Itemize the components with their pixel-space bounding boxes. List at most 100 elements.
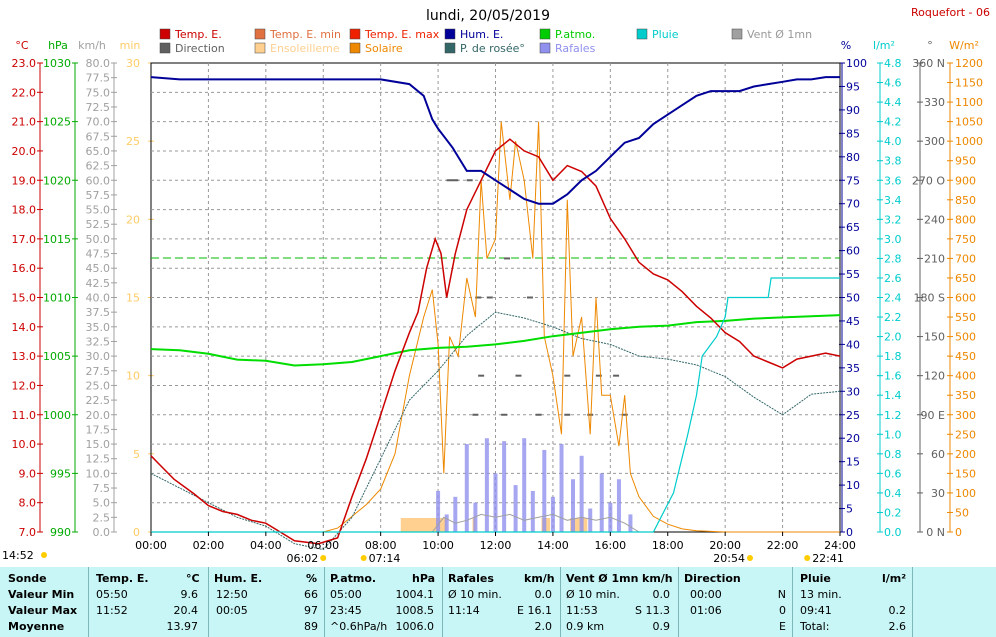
- humidity-tick-label: 45: [846, 315, 860, 328]
- wind-tick-label: 80.0: [86, 57, 111, 70]
- wind-tick-label: 7.5: [93, 482, 111, 495]
- rain-tick-label: 2.2: [884, 311, 902, 324]
- temp-tick-label: 19.0: [12, 174, 37, 187]
- direction-mark: [452, 179, 459, 182]
- summary-cell-temp-value: 13.97: [166, 620, 199, 633]
- rain-tick-label: 2.8: [884, 252, 902, 265]
- pressure-tick-label: 1015: [43, 233, 71, 246]
- summary-cell-rafales-value: 0.0: [534, 588, 553, 601]
- humidity-tick-label: 55: [846, 268, 860, 281]
- direction-mark: [486, 296, 493, 299]
- direction-tick-label: 120: [924, 370, 945, 383]
- gust-bar: [579, 455, 584, 532]
- summary-cell-patmo-value: 1004.1: [395, 588, 435, 601]
- summary-header-dir: Direction: [684, 572, 741, 585]
- solar-tick-label: 750: [955, 233, 976, 246]
- direction-tick-label: 360 N: [912, 57, 945, 70]
- dawn-icon: [360, 555, 367, 561]
- wind-tick-label: 12.5: [86, 453, 111, 466]
- gust-bar: [542, 449, 547, 532]
- solar-tick-label: 450: [955, 350, 976, 363]
- summary-cell-pluie-value: 2.6: [888, 620, 907, 633]
- summary-cell-dir-value: N: [777, 588, 786, 601]
- direction-tick-label: 0 N: [926, 526, 945, 539]
- wind-tick-label: 37.5: [86, 306, 111, 319]
- x-tick-label: 08:00: [365, 539, 397, 552]
- summary-cell-patmo-time: 23:45: [330, 604, 362, 617]
- summary-header-vent: Vent Ø 1mn: [566, 572, 639, 585]
- moon-rise-label: 14:52: [2, 549, 34, 562]
- wind-tick-label: 2.5: [93, 511, 111, 524]
- direction-tick-label: 300: [924, 135, 945, 148]
- legend-swatch: [254, 28, 266, 40]
- summary-cell-patmo-value: 1008.5: [395, 604, 435, 617]
- wind-average-line: [431, 513, 640, 533]
- axes: °C 23.0 22.0 21.0 20.0 19.0 18.0 17.0 16.0 15.0 14…: [12, 39, 984, 539]
- gust-bar: [628, 514, 633, 532]
- rain-tick-label: 3.0: [884, 233, 902, 246]
- sunrise-label: 06:02: [287, 552, 319, 565]
- solar-tick-label: 0: [955, 526, 962, 539]
- direction-mark: [535, 413, 542, 416]
- rain-tick-label: 0.4: [884, 487, 902, 500]
- summary-header-pluie: Pluie: [800, 572, 831, 585]
- solar-tick-label: 250: [955, 428, 976, 441]
- solar-tick-label: 1200: [955, 57, 983, 70]
- summary-header-patmo: P.atmo.: [330, 572, 377, 585]
- pressure-tick-label: 995: [50, 467, 71, 480]
- summary-cell-hum-time: 12:50: [216, 588, 248, 601]
- solar-tick-label: 1100: [955, 96, 983, 109]
- summary-cell-hum-value: 97: [304, 604, 318, 617]
- legend-label: Pluie: [652, 28, 679, 41]
- sunshine-axis-unit: min: [120, 39, 141, 52]
- summary-cell-dir-time: 01:06: [690, 604, 722, 617]
- direction-axis-unit: °: [927, 39, 933, 52]
- solar-tick-label: 400: [955, 370, 976, 383]
- solar-tick-label: 650: [955, 272, 976, 285]
- summary-cell-hum-time: 00:05: [216, 604, 248, 617]
- solar-axis-unit: W/m²: [949, 39, 979, 52]
- legend-swatch: [159, 42, 171, 54]
- summary-header-rafales: Rafales: [448, 572, 494, 585]
- rain-line: [151, 277, 840, 533]
- x-tick-label: 02:00: [193, 539, 225, 552]
- direction-tick-label: 150: [924, 331, 945, 344]
- pressure-tick-label: 1025: [43, 116, 71, 129]
- direction-mark: [515, 374, 522, 377]
- summary-unit-rafales: km/h: [524, 572, 555, 585]
- temp-tick-label: 17.0: [12, 233, 37, 246]
- gust-bar: [493, 473, 498, 532]
- pressure-tick-label: 1005: [43, 350, 71, 363]
- x-tick-label: 18:00: [652, 539, 684, 552]
- temp-tick-label: 13.0: [12, 350, 37, 363]
- rain-tick-label: 3.2: [884, 213, 902, 226]
- temp-tick-label: 12.0: [12, 379, 37, 392]
- legend-swatch: [159, 28, 171, 40]
- temp-tick-label: 16.0: [12, 262, 37, 275]
- summary-cell-vent-time: 11:53: [566, 604, 598, 617]
- sunshine-tick-label: 5: [133, 448, 140, 461]
- direction-tick-label: 30: [931, 487, 945, 500]
- legend-label: Hum. E.: [460, 28, 503, 41]
- rain-tick-label: 2.0: [884, 331, 902, 344]
- x-tick-label: 12:00: [480, 539, 512, 552]
- temp-tick-label: 7.0: [19, 526, 37, 539]
- solar-tick-label: 950: [955, 155, 976, 168]
- solar-tick-label: 200: [955, 448, 976, 461]
- summary-cell-vent-time: Ø 10 min.: [566, 588, 620, 601]
- legend-swatch: [539, 42, 551, 54]
- rain-tick-label: 3.4: [884, 194, 902, 207]
- moon-set-label: 22:41: [812, 552, 844, 565]
- rain-tick-label: 1.8: [884, 350, 902, 363]
- legend-label: Temp. E. max: [364, 28, 440, 41]
- humidity-tick-label: 100: [846, 57, 867, 70]
- rain-tick-label: 4.8: [884, 57, 902, 70]
- wind-tick-label: 75.0: [86, 86, 111, 99]
- temp-tick-label: 9.0: [19, 467, 37, 480]
- temp-tick-label: 14.0: [12, 321, 37, 334]
- summary-cell-patmo-value: 1006.0: [395, 620, 435, 633]
- legend-swatch: [349, 42, 361, 54]
- rain-tick-label: 2.6: [884, 272, 902, 285]
- rain-tick-label: 4.6: [884, 77, 902, 90]
- wind-tick-label: 50.0: [86, 233, 111, 246]
